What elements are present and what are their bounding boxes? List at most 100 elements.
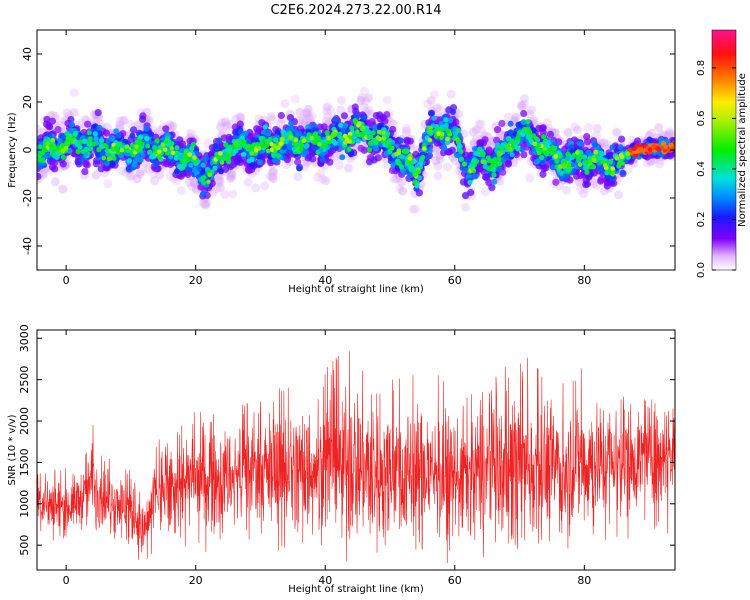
heatmap-cell [92,131,98,137]
heatmap-cell [372,124,379,131]
heatmap-cell [442,162,452,172]
heatmap-cell [507,129,514,136]
heatmap-cell [311,122,317,129]
heatmap-cell [136,167,146,177]
heatmap-cell [324,130,330,136]
heatmap-cell [433,171,443,181]
heatmap-cell [546,130,555,138]
heatmap-cell [228,189,238,199]
heatmap-cell [288,120,295,127]
heatmap-cell [115,120,125,130]
heatmap-cell [389,174,399,184]
heatmap-cell [607,159,614,165]
heatmap-cell [241,151,247,157]
heatmap-cell [471,146,478,152]
heatmap-cell [215,122,225,132]
heatmap-cell [340,112,348,120]
heatmap-cell [373,145,380,152]
heatmap-cell [334,160,344,170]
heatmap-cell [597,175,605,184]
heatmap-cell [303,143,309,149]
heatmap-cell [654,123,664,132]
heatmap-cell [361,114,368,121]
heatmap-cell [54,154,60,160]
heatmap-cell [93,115,103,125]
heatmap-cell [527,105,537,115]
heatmap-cell [338,122,344,128]
heatmap-cell [408,204,418,214]
heatmap-cell [517,101,527,111]
heatmap-cell [232,129,239,136]
heatmap-cell [446,89,456,99]
heatmap-cell [265,171,275,181]
heatmap-cell [450,108,456,115]
heatmap-cell [318,174,328,184]
heatmap-cell [570,122,580,132]
heatmap-cell [549,164,556,171]
heatmap-cell [488,184,496,192]
heatmap-cell [287,125,294,132]
heatmap-cell [58,184,68,194]
heatmap-cell [201,200,211,210]
heatmap-cell [267,167,277,177]
heatmap-cell [386,117,396,127]
heatmap-cell [584,169,590,175]
heatmap-cell [382,95,392,105]
heatmap-cell [37,172,42,181]
heatmap-cell [302,114,312,124]
heatmap-cell [441,144,448,151]
heatmap-cell [498,119,506,127]
heatmap-cell [62,108,72,118]
heatmap-cell [135,169,145,179]
heatmap-cell [520,109,528,118]
heatmap-cell [37,124,42,134]
heatmap-cell [50,177,60,187]
heatmap-cell [90,117,100,127]
heatmap-cell [493,136,501,144]
heatmap-cell [481,136,489,144]
heatmap-cell [302,108,312,118]
heatmap-cell [664,127,674,137]
heatmap-cell [222,121,232,131]
heatmap-cell [444,140,450,146]
heatmap-cell [436,104,446,114]
heatmap-cell [476,119,486,129]
heatmap-cell [135,121,145,131]
heatmap-cell [474,150,480,156]
heatmap-cell [495,142,501,148]
heatmap-cell [224,119,234,129]
heatmap-cell [236,113,246,123]
heatmap-cell [431,115,437,121]
heatmap-cell [268,115,277,125]
heatmap-cell [614,190,623,200]
heatmap-cell [504,160,512,168]
heatmap-cell [433,161,443,171]
heatmap-cell [468,127,478,137]
heatmap-cell [355,138,361,144]
heatmap-cell [132,174,142,184]
heatmap-cell [398,186,408,196]
heatmap-cell [321,176,331,186]
heatmap-cell [397,178,407,187]
heatmap-cell [538,125,546,133]
heatmap-cell [619,169,626,176]
heatmap-cell [268,168,278,178]
heatmap-cell [481,173,490,181]
heatmap-cell [117,166,127,176]
heatmap-cell [425,153,432,160]
heatmap-cell [319,151,326,158]
heatmap-cell [280,99,290,109]
heatmap-cell [326,105,336,115]
heatmap-cell [668,142,674,148]
heatmap-cell [610,179,618,187]
heatmap-cell [495,176,505,186]
heatmap-cell [168,157,175,164]
heatmap-cell [443,117,449,123]
heatmap-cell [248,162,255,169]
heatmap-cell [332,116,339,123]
heatmap-cell [563,127,573,137]
heatmap-cell [431,156,441,165]
heatmap-cell [168,121,178,131]
heatmap-cell [562,185,572,195]
heatmap-cell [477,165,485,173]
